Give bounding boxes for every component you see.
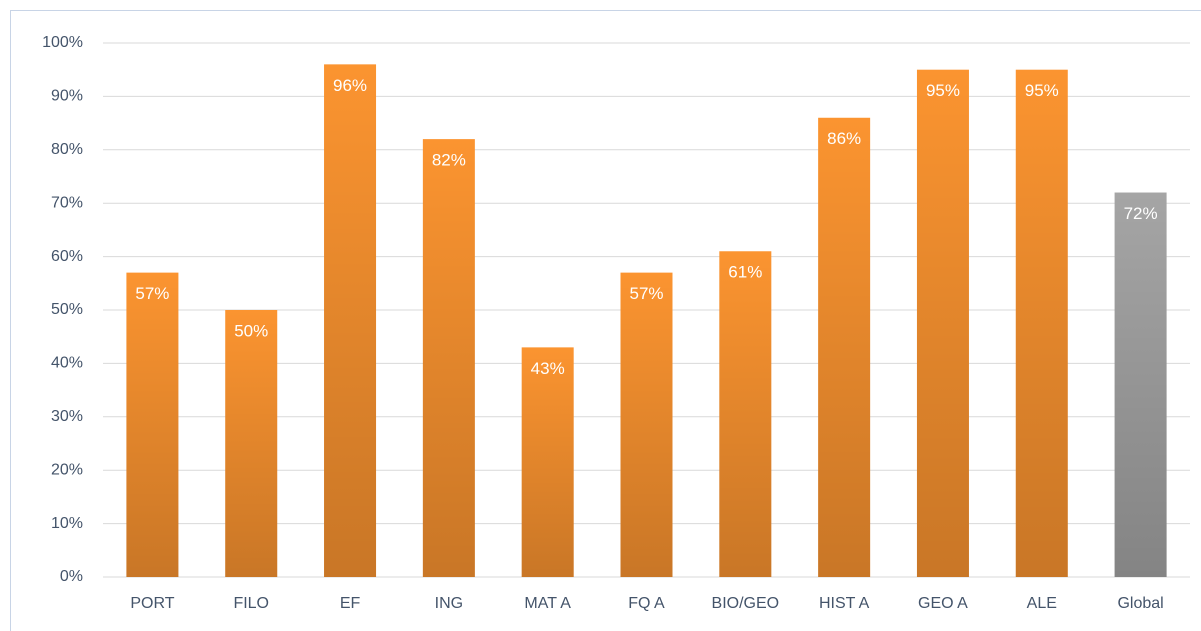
y-tick-label: 90% — [51, 88, 83, 105]
x-tick-label: BIO/GEO — [712, 595, 780, 612]
bar — [521, 347, 574, 577]
y-tick-label: 70% — [51, 194, 83, 211]
x-tick-label: FQ A — [628, 595, 665, 612]
y-tick-label: 30% — [51, 408, 83, 425]
bar — [818, 117, 871, 577]
bar — [324, 64, 377, 578]
y-tick-label: 80% — [51, 141, 83, 158]
bar — [1114, 192, 1167, 577]
y-tick-label: 60% — [51, 248, 83, 265]
value-label: 95% — [926, 81, 960, 100]
x-tick-label: PORT — [130, 595, 174, 612]
y-tick-label: 40% — [51, 355, 83, 372]
y-tick-label: 10% — [51, 515, 83, 532]
x-tick-label: FILO — [233, 595, 269, 612]
value-label: 57% — [629, 284, 663, 303]
chart-border — [10, 10, 1201, 631]
y-tick-label: 50% — [51, 301, 83, 318]
bar — [126, 272, 179, 577]
x-tick-label: EF — [340, 595, 361, 612]
value-label: 50% — [234, 321, 268, 340]
x-tick-label: GEO A — [918, 595, 968, 612]
value-label: 82% — [432, 151, 466, 170]
bar — [620, 272, 673, 577]
bar — [1015, 69, 1068, 577]
bar — [422, 139, 475, 577]
x-tick-label: Global — [1117, 595, 1163, 612]
bar — [916, 69, 969, 577]
value-label: 61% — [728, 263, 762, 282]
y-tick-label: 20% — [51, 461, 83, 478]
x-tick-label: HIST A — [819, 595, 870, 612]
value-label: 96% — [333, 76, 367, 95]
value-label: 72% — [1124, 204, 1158, 223]
bar — [225, 310, 278, 577]
y-tick-label: 0% — [60, 568, 83, 585]
x-tick-label: ING — [435, 595, 463, 612]
value-label: 95% — [1025, 81, 1059, 100]
y-tick-label: 100% — [42, 34, 83, 51]
bar — [719, 251, 772, 577]
value-label: 57% — [135, 284, 169, 303]
value-label: 43% — [531, 359, 565, 378]
value-label: 86% — [827, 129, 861, 148]
x-tick-label: ALE — [1027, 595, 1057, 612]
x-tick-label: MAT A — [524, 595, 571, 612]
